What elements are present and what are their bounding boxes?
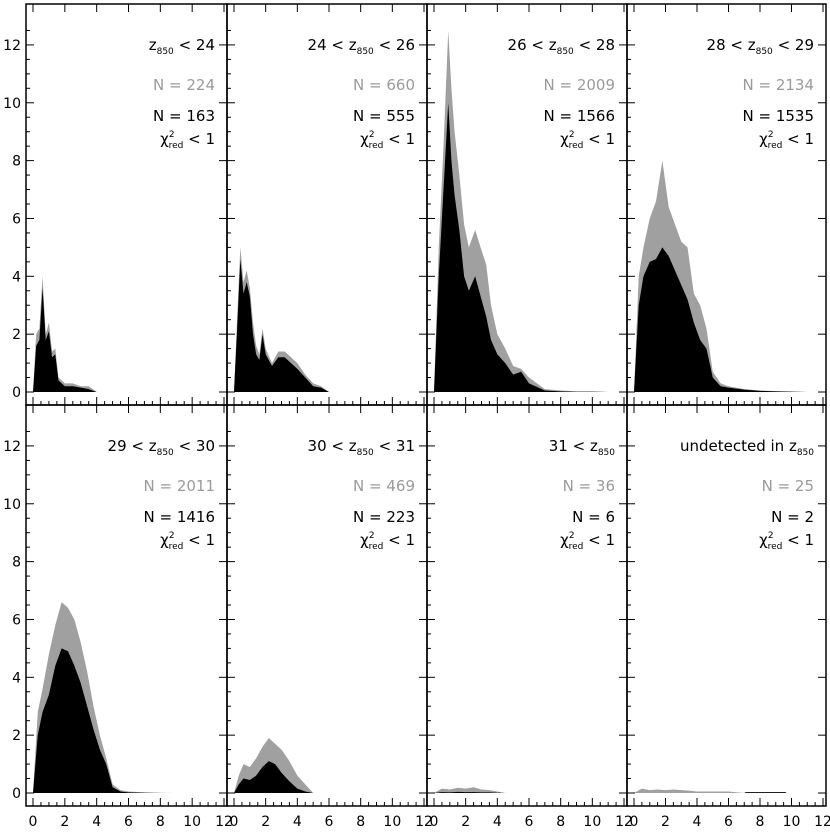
- count-fit-label: N = 163: [153, 107, 215, 125]
- panel-1: 0 2 4 6 8 10 12 z850 < 24 N = 224 N = 163 χ2 red < …: [3, 3, 228, 406]
- x-tick-label: 6: [124, 814, 133, 830]
- chi-square-label: χ2 red < 1: [160, 531, 215, 552]
- x-tick-label: 0: [29, 814, 38, 830]
- count-all-label: N = 36: [563, 477, 615, 495]
- series-all: [434, 787, 506, 793]
- x-tick-label: 10: [583, 814, 601, 830]
- series-good-fit: [434, 102, 609, 393]
- count-all-label: N = 469: [353, 477, 415, 495]
- x-tick-label: 4: [92, 814, 101, 830]
- x-tick-label: 8: [756, 814, 765, 830]
- y-tick-label: 4: [12, 670, 21, 686]
- x-tick-label: 10: [783, 814, 801, 830]
- count-fit-label: N = 2: [771, 508, 814, 526]
- panel-3: 26 < z850 < 28 N = 2009 N = 1566 χ2 red < 1: [426, 3, 628, 406]
- count-fit-label: N = 1535: [743, 107, 815, 125]
- x-tick-label: 0: [630, 814, 639, 830]
- chi-square-label: χ2 red < 1: [360, 531, 415, 552]
- x-tick-label: 10: [383, 814, 401, 830]
- y-tick-label: 4: [12, 269, 21, 285]
- panel-4: 28 < z850 < 29 N = 2134 N = 1535 χ2 red < 1: [626, 3, 827, 406]
- x-tick-label: 12: [615, 814, 633, 830]
- panel-range-label: z850 < 24: [149, 36, 215, 57]
- y-tick-label: 8: [12, 555, 21, 571]
- panel-2: 24 < z850 < 26 N = 660 N = 555 χ2 red < 1: [226, 3, 428, 406]
- chi-square-label: χ2 red < 1: [759, 130, 814, 151]
- y-tick-label: 8: [12, 154, 21, 170]
- count-all-label: N = 660: [353, 76, 415, 94]
- panel-frame: [426, 404, 628, 807]
- panel-frame: [226, 3, 428, 406]
- x-tick-label: 4: [293, 814, 302, 830]
- series-good-fit: [33, 287, 97, 392]
- count-all-label: N = 25: [762, 477, 814, 495]
- panel-5: 0 2 4 6 8 10 12 0 2 4 6 8 10 12 29 < z850 < 30 N = 2011…: [3, 404, 233, 830]
- x-tick-label: 2: [661, 814, 670, 830]
- panel-range-label: undetected in z850: [680, 437, 814, 458]
- series-good-fit: [634, 792, 787, 793]
- series-good-fit: [634, 247, 808, 392]
- chi-square-label: χ2 red < 1: [360, 130, 415, 151]
- count-all-label: N = 2011: [144, 477, 216, 495]
- y-tick-label: 6: [12, 612, 21, 628]
- series-all: [234, 247, 329, 392]
- x-tick-label: 4: [493, 814, 502, 830]
- x-tick-label: 4: [693, 814, 702, 830]
- chi-square-label: χ2 red < 1: [560, 130, 615, 151]
- x-tick-label: 8: [356, 814, 365, 830]
- x-tick-label: 2: [461, 814, 470, 830]
- count-fit-label: N = 6: [572, 508, 615, 526]
- x-tick-label: 10: [183, 814, 201, 830]
- y-tick-label: 12: [3, 439, 21, 455]
- x-tick-label: 0: [230, 814, 239, 830]
- y-tick-label: 10: [3, 96, 21, 112]
- panel-range-label: 26 < z850 < 28: [508, 36, 615, 57]
- chi-square-label: χ2 red < 1: [759, 531, 814, 552]
- series-good-fit: [33, 648, 174, 793]
- chi-square-label: χ2 red < 1: [560, 531, 615, 552]
- panel-frame: [226, 404, 428, 807]
- count-fit-label: N = 1566: [544, 107, 616, 125]
- panel-range-label: 28 < z850 < 29: [707, 36, 814, 57]
- y-tick-label: 2: [12, 327, 21, 343]
- series-good-fit: [234, 761, 314, 793]
- x-tick-label: 6: [525, 814, 534, 830]
- count-all-label: N = 2134: [743, 76, 815, 94]
- x-tick-label: 6: [724, 814, 733, 830]
- count-all-label: N = 2009: [544, 76, 616, 94]
- count-all-label: N = 224: [153, 76, 215, 94]
- panel-7: 0 2 4 6 8 10 12 31 < z850 N = 36 N = 6 χ2 red < 1: [426, 404, 633, 830]
- series-good-fit: [234, 258, 329, 392]
- x-tick-label: 2: [261, 814, 270, 830]
- y-tick-label: 10: [3, 497, 21, 513]
- panel-range-label: 29 < z850 < 30: [108, 437, 215, 458]
- panel-6: 0 2 4 6 8 10 12 30 < z850 < 31 N = 469 N = 223 χ2 r…: [226, 404, 433, 830]
- panel-range-label: 31 < z850: [549, 437, 616, 458]
- series-all: [634, 788, 745, 793]
- panel-range-label: 24 < z850 < 26: [308, 36, 415, 57]
- x-tick-label: 2: [60, 814, 69, 830]
- chi-square-label: χ2 red < 1: [160, 130, 215, 151]
- x-tick-label: 6: [325, 814, 334, 830]
- y-tick-label: 6: [12, 211, 21, 227]
- x-tick-label: 12: [814, 814, 830, 830]
- x-tick-label: 8: [156, 814, 165, 830]
- y-tick-label: 0: [12, 385, 21, 401]
- panel-8: 0 2 4 6 8 10 12 undetected in z850 N = 25 N = 2 χ2…: [626, 404, 830, 830]
- series-good-fit: [434, 791, 506, 793]
- panel-frame: [25, 3, 228, 406]
- y-tick-label: 0: [12, 786, 21, 802]
- y-tick-label: 2: [12, 728, 21, 744]
- x-tick-label: 0: [430, 814, 439, 830]
- y-tick-label: 12: [3, 38, 21, 54]
- count-fit-label: N = 223: [353, 508, 415, 526]
- x-tick-label: 12: [415, 814, 433, 830]
- panel-range-label: 30 < z850 < 31: [308, 437, 415, 458]
- count-fit-label: N = 555: [353, 107, 415, 125]
- panel-frame: [626, 404, 827, 807]
- x-tick-label: 12: [215, 814, 233, 830]
- x-tick-label: 8: [556, 814, 565, 830]
- count-fit-label: N = 1416: [144, 508, 216, 526]
